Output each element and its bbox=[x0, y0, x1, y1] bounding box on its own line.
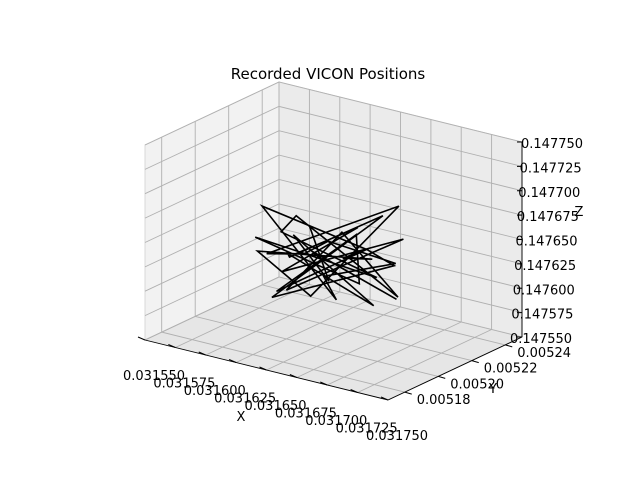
z-grid-line bbox=[144, 105, 523, 170]
z-tick-label: 0.147550 bbox=[510, 332, 572, 347]
x-tick-label: 0.031650 bbox=[245, 399, 307, 414]
z-tick-label: 0.147725 bbox=[520, 161, 582, 176]
x-tick-mark bbox=[259, 366, 267, 371]
z-axis-ticks: 0.147550 0.147575 0.147600 0.147625 0.147650… bbox=[510, 137, 583, 347]
x-tick-mark bbox=[320, 381, 328, 386]
x-tick-mark bbox=[198, 351, 206, 356]
chart-title: Recorded VICON Positions bbox=[231, 65, 426, 83]
data-series bbox=[254, 204, 404, 307]
x-axis-ticks: 0.0315500.0315750.0316000.0316250.031650… bbox=[123, 336, 428, 444]
z-tick-label: 0.147700 bbox=[518, 186, 580, 201]
x-tick-mark bbox=[168, 344, 176, 348]
x-tick-label: 0.031725 bbox=[336, 422, 398, 437]
x-tick-mark bbox=[380, 396, 389, 401]
trajectory-line bbox=[254, 204, 404, 307]
z-grid-line bbox=[144, 154, 523, 219]
z-axis-label: Z bbox=[575, 205, 584, 220]
x-tick-mark bbox=[228, 359, 237, 363]
y-tick-label: 0.00518 bbox=[417, 393, 471, 408]
z-grid-line bbox=[144, 276, 523, 341]
z-tick-label: 0.147675 bbox=[517, 210, 579, 225]
x-tick-label: 0.031675 bbox=[275, 407, 337, 422]
z-grid-line bbox=[144, 179, 523, 243]
grid-lines bbox=[144, 81, 523, 401]
y-tick-mark bbox=[505, 344, 513, 348]
z-tick-label: 0.147575 bbox=[511, 308, 573, 323]
y-tick-mark bbox=[404, 391, 412, 395]
z-grid-line bbox=[144, 130, 523, 195]
x-tick-mark bbox=[137, 336, 146, 341]
x-tick-mark bbox=[350, 389, 358, 393]
x-tick-label: 0.031750 bbox=[366, 429, 428, 444]
x-axis-label: X bbox=[237, 410, 246, 425]
x-tick-mark bbox=[289, 374, 298, 378]
x-tick-label: 0.031600 bbox=[184, 384, 246, 399]
x-tick-label: 0.031625 bbox=[214, 392, 276, 407]
z-tick-label: 0.147625 bbox=[514, 259, 576, 274]
z-grid-line bbox=[144, 203, 523, 268]
y-tick-label: 0.00520 bbox=[450, 377, 504, 392]
y-axis-label: Y bbox=[488, 382, 497, 397]
z-tick-label: 0.147750 bbox=[521, 137, 583, 152]
y-tick-mark bbox=[471, 360, 479, 364]
z-tick-label: 0.147600 bbox=[513, 283, 575, 298]
x-tick-label: 0.031550 bbox=[123, 369, 185, 384]
x-tick-label: 0.031575 bbox=[153, 377, 215, 392]
y-tick-label: 0.00522 bbox=[484, 362, 538, 377]
y-axis-line bbox=[387, 336, 523, 401]
z-tick-label: 0.147650 bbox=[516, 235, 578, 250]
z-grid-line bbox=[144, 81, 523, 146]
x-tick-label: 0.031700 bbox=[305, 414, 367, 429]
y-tick-mark bbox=[438, 375, 446, 379]
y-tick-label: 0.00524 bbox=[517, 346, 571, 361]
